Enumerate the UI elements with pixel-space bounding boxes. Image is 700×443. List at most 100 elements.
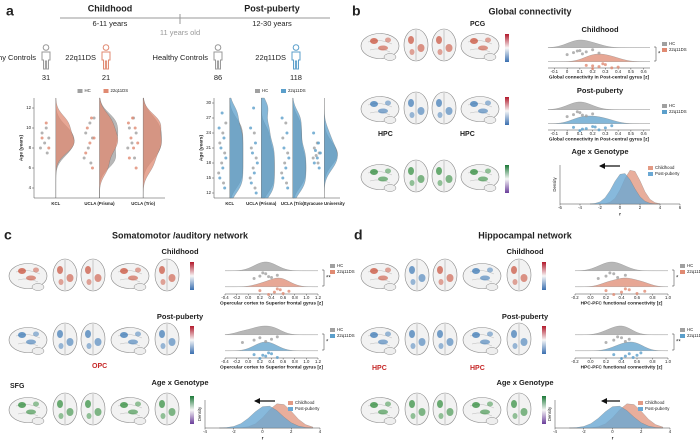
legend-label: 22q11DS: [337, 269, 355, 274]
panel-title: Somatomotor /auditory network: [112, 230, 249, 240]
point: [258, 289, 262, 293]
legend-label: Post-puberty: [645, 406, 670, 411]
point: [44, 121, 48, 125]
x-tick-label: 2: [639, 205, 642, 210]
density-area: [569, 405, 663, 429]
density-cloud: [224, 341, 318, 351]
person-icon: [42, 45, 50, 69]
point: [131, 116, 135, 120]
legend-swatch: [330, 264, 335, 268]
x-tick-label: 0: [619, 205, 622, 210]
point: [220, 111, 224, 115]
point: [591, 48, 595, 52]
x-axis-label: r: [612, 435, 614, 441]
point: [603, 126, 607, 130]
point: [591, 112, 595, 116]
x-tick-label: 0.4: [269, 295, 276, 300]
x-tick-label: 0.2: [257, 359, 264, 364]
density-cloud: [225, 277, 319, 287]
brain-row: [361, 29, 509, 193]
point: [631, 356, 635, 360]
point: [217, 171, 221, 175]
region-label: HPC: [372, 365, 387, 372]
point: [92, 136, 96, 140]
significance: **: [676, 340, 681, 346]
point: [270, 352, 273, 356]
point: [597, 65, 601, 69]
panel-label: c: [4, 227, 12, 243]
point: [284, 166, 288, 170]
point: [252, 276, 256, 280]
point: [578, 111, 582, 115]
point: [580, 127, 584, 131]
x-tick-label: -2: [598, 205, 602, 210]
point: [254, 191, 258, 195]
group-label: Healthy Controls: [0, 53, 36, 62]
x-tick-label: -6: [558, 205, 562, 210]
point: [272, 290, 276, 294]
x-tick-label: 0.0: [245, 295, 252, 300]
legend-label: 22q11DS: [669, 109, 687, 114]
x-tick-label: 2: [290, 429, 293, 434]
panel-title: Hippocampal network: [478, 230, 573, 240]
point: [261, 271, 265, 275]
density-area: [219, 405, 313, 429]
person-icon: [214, 45, 222, 69]
point: [610, 66, 614, 70]
x-tick-label: 0.8: [292, 359, 299, 364]
density-cloud: [574, 325, 668, 335]
legend-label: HC: [337, 263, 343, 268]
y-tick-label: 6: [29, 165, 32, 170]
point: [597, 51, 601, 55]
point: [565, 53, 569, 57]
point: [623, 354, 627, 358]
legend-label: HC: [687, 263, 693, 268]
point: [616, 65, 620, 69]
x-axis-label: Global connectivity in Post-central gyru…: [549, 74, 650, 80]
period-ages: 6-11 years: [93, 19, 128, 28]
point: [593, 125, 597, 129]
point: [575, 110, 579, 114]
point: [623, 340, 627, 344]
region-label: HPC: [378, 131, 393, 138]
point: [604, 340, 608, 344]
x-tick-label: 0.4: [615, 69, 622, 74]
x-tick-label: 0.6: [641, 131, 648, 136]
point: [223, 151, 227, 155]
point: [620, 290, 623, 294]
point: [38, 146, 42, 150]
point: [89, 116, 93, 120]
point: [43, 141, 47, 145]
point: [565, 115, 569, 119]
point: [578, 129, 582, 133]
period-title: Post-puberty: [244, 3, 300, 13]
legend-label: 22q11DS: [687, 269, 700, 274]
legend-swatch: [77, 89, 83, 93]
row-title: Childhood: [506, 247, 543, 256]
point: [240, 340, 244, 344]
legend-label: HC: [669, 41, 675, 46]
legend-label: 22q11DS: [111, 88, 129, 93]
legend-swatch: [680, 264, 685, 268]
significance: **: [326, 276, 331, 282]
x-tick-label: 0.6: [641, 69, 648, 74]
panel-title: Global connectivity: [488, 6, 571, 16]
point: [620, 356, 623, 360]
point: [221, 131, 225, 135]
point: [597, 128, 601, 132]
region-label: SFG: [10, 383, 25, 390]
point: [44, 126, 48, 130]
point: [604, 289, 608, 293]
legend-label: Childhood: [655, 165, 675, 170]
point: [643, 289, 647, 293]
density-cloud: [547, 115, 650, 124]
legend-swatch: [680, 334, 685, 338]
point: [623, 287, 627, 291]
legend-swatch: [648, 172, 653, 176]
x-tick-label: KCL: [225, 201, 234, 206]
density-cloud: [99, 97, 118, 199]
group-n: 31: [42, 73, 50, 82]
person-icon: [102, 45, 110, 69]
x-tick-label: 0.6: [634, 295, 641, 300]
legend-swatch: [662, 110, 667, 114]
